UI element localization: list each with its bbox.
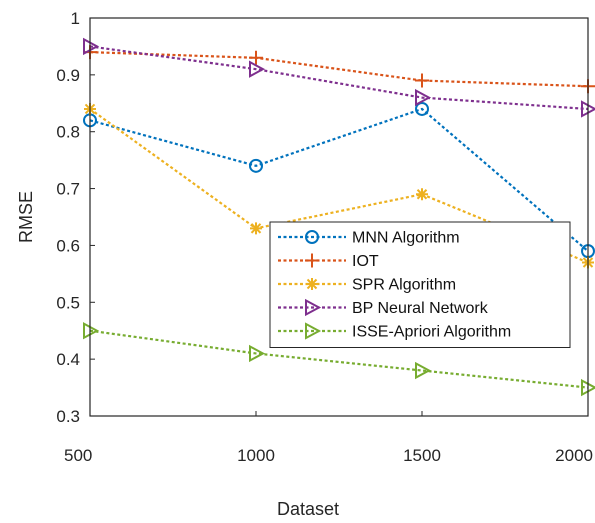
- y-tick-label: 0.4: [56, 350, 80, 369]
- legend-item: ISSE-Apriori Algorithm: [278, 322, 511, 341]
- data-point: [249, 344, 266, 363]
- data-point: [415, 73, 429, 88]
- legend-item: BP Neural Network: [278, 298, 489, 317]
- legend-item: SPR Algorithm: [278, 277, 456, 294]
- legend-item: MNN Algorithm: [278, 230, 460, 247]
- legend-label: IOT: [352, 253, 379, 270]
- y-tick-label: 1: [71, 9, 80, 28]
- legend-item: IOT: [278, 253, 379, 270]
- y-tick-label: 0.9: [56, 66, 80, 85]
- legend-marker: [305, 230, 319, 244]
- y-tick-label: 0.7: [56, 180, 80, 199]
- legend-label: ISSE-Apriori Algorithm: [352, 324, 511, 341]
- x-axis-title: Dataset: [277, 499, 339, 519]
- plot-frame: [89, 17, 589, 417]
- x-tick-label: 500: [64, 446, 92, 465]
- y-axis-title: RMSE: [16, 191, 36, 243]
- legend-marker: [305, 298, 322, 317]
- legend-label: SPR Algorithm: [352, 277, 456, 294]
- series-line: [89, 107, 589, 252]
- legend-marker: [306, 278, 318, 290]
- y-tick-label: 0.6: [56, 236, 80, 255]
- series-iot: [83, 45, 595, 94]
- legend-marker: [305, 322, 322, 340]
- data-point: [249, 60, 266, 78]
- legend-label: BP Neural Network: [352, 300, 489, 317]
- legend: MNN Algorithm IOT SPR Algorithm BP Neural N…: [269, 221, 571, 348]
- data-point: [249, 50, 263, 65]
- data-point: [415, 361, 432, 380]
- series-bp-neural-network: [83, 37, 595, 118]
- data-point: [415, 88, 432, 107]
- x-tick-label: 2000: [555, 446, 593, 465]
- data-point: [415, 101, 429, 116]
- y-tick-label: 0.3: [56, 407, 80, 426]
- y-tick-label: 0.8: [56, 123, 80, 142]
- legend-box: [269, 221, 571, 348]
- x-tick-label: 1000: [237, 446, 275, 465]
- series-line: [89, 45, 589, 111]
- x-axis: 500 1000 1500 2000: [64, 411, 593, 465]
- series-line: [89, 329, 589, 389]
- data-point: [249, 158, 263, 173]
- y-tick-label: 0.5: [56, 293, 80, 312]
- x-tick-label: 1500: [403, 446, 441, 465]
- data-point: [250, 222, 262, 235]
- series-line: [89, 51, 589, 88]
- y-axis: 0.3 0.4 0.5 0.6 0.7 0.8 0.9 1: [56, 9, 95, 426]
- legend-label: MNN Algorithm: [352, 230, 460, 247]
- legend-marker: [305, 253, 319, 268]
- data-point: [416, 188, 428, 201]
